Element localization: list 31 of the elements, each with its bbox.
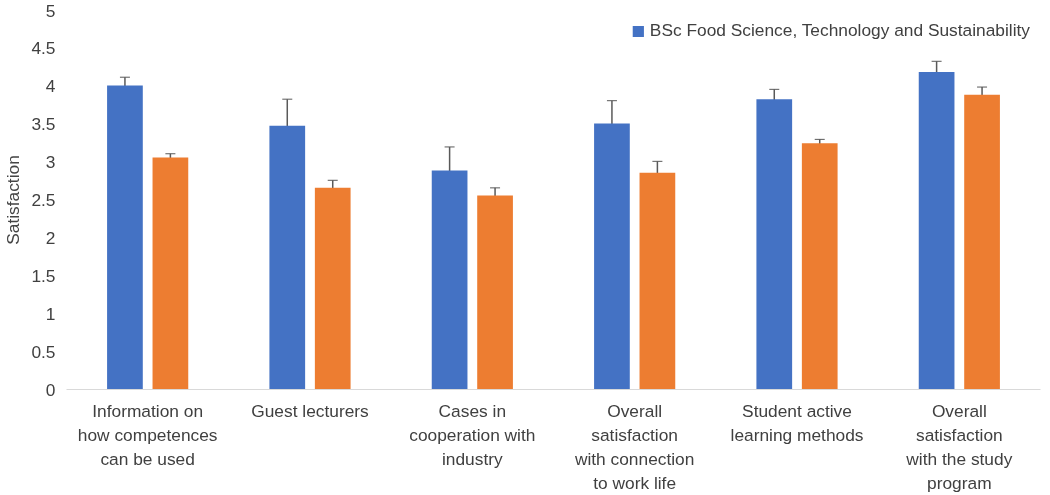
bar: [594, 123, 630, 390]
y-tick-label: 3.5: [31, 114, 56, 135]
bar: [314, 187, 351, 390]
bar: [152, 157, 189, 390]
y-tick-label: 5: [45, 0, 56, 21]
y-tick-label: 0.5: [31, 341, 56, 362]
legend-label: BSc Food Science, Technology and Sustainability: [649, 20, 1030, 41]
y-tick-label: 2: [45, 227, 56, 248]
x-tick-label: Guest lecturers: [251, 400, 370, 421]
bar: [756, 99, 793, 390]
bar: [918, 71, 955, 390]
y-axis-title: Satisfaction: [3, 155, 24, 245]
bar: [107, 85, 143, 390]
y-tick-label: 4: [45, 76, 56, 97]
bar: [801, 143, 838, 390]
y-tick-label: 1.5: [31, 265, 56, 286]
y-tick-label: 3: [45, 152, 56, 173]
x-tick-label: Overall satisfaction with connection to work life: [573, 400, 695, 493]
bar: [477, 195, 513, 390]
x-tick-label: Information on how competences can be used: [77, 400, 218, 469]
bar: [431, 170, 468, 390]
bar: [639, 172, 676, 390]
bar: [964, 94, 1000, 390]
x-tick-label: Cases in cooperation with industry: [409, 400, 536, 469]
y-tick-label: 1: [45, 303, 56, 324]
y-tick-label: 2.5: [31, 190, 56, 210]
y-tick-label: 0: [45, 379, 56, 400]
y-tick-label: 4.5: [31, 38, 56, 59]
bar: [269, 125, 306, 390]
x-tick-label: Overall satisfaction with the study program: [905, 400, 1013, 493]
x-tick-label: Student active learning methods: [730, 400, 864, 445]
